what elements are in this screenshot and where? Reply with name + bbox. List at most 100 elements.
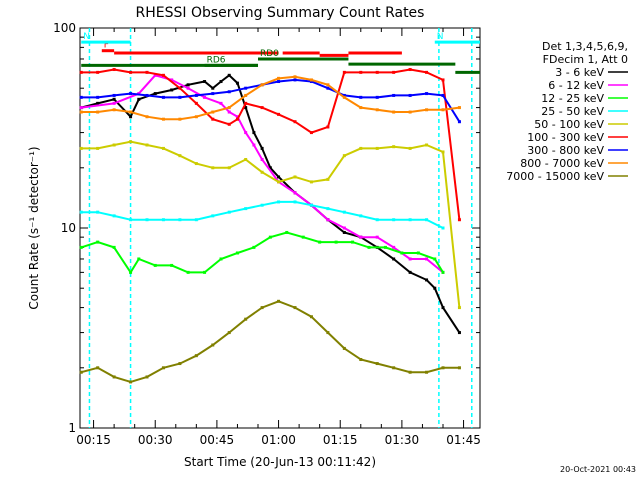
data-point	[342, 95, 346, 99]
data-point	[293, 75, 297, 79]
y-tick-label: 1	[68, 421, 76, 435]
data-point	[244, 158, 248, 162]
data-point	[129, 110, 133, 114]
data-point	[203, 95, 207, 99]
data-point	[219, 101, 223, 105]
data-point	[252, 245, 256, 249]
data-point	[112, 375, 116, 379]
data-point	[260, 146, 264, 150]
data-point	[457, 331, 461, 335]
data-point	[326, 125, 330, 129]
data-point	[293, 306, 297, 310]
data-point	[359, 106, 363, 110]
data-point	[79, 146, 83, 150]
data-point	[96, 210, 100, 214]
data-point	[260, 203, 264, 207]
data-point	[277, 299, 281, 303]
data-point	[285, 230, 289, 234]
data-point	[79, 210, 83, 214]
data-point	[112, 143, 116, 147]
data-point	[441, 108, 445, 112]
data-point	[441, 270, 445, 274]
data-point	[441, 306, 445, 310]
data-point	[96, 366, 100, 370]
data-point	[161, 73, 165, 77]
data-point	[211, 117, 215, 121]
data-point	[293, 200, 297, 204]
data-point	[145, 70, 149, 74]
series-line	[80, 73, 461, 334]
data-point	[392, 245, 396, 249]
data-point	[433, 257, 437, 261]
data-point	[96, 70, 100, 74]
legend-label: 50 - 100 keV	[534, 118, 604, 131]
data-point	[260, 83, 264, 87]
data-point	[153, 263, 157, 267]
footer-timestamp: 20-Oct-2021 00:43	[560, 465, 636, 474]
data-point	[129, 218, 133, 222]
x-tick-label: 01:30	[385, 433, 420, 447]
plot-frame	[79, 27, 481, 429]
data-point	[186, 270, 190, 274]
data-point	[112, 93, 116, 97]
data-point	[137, 97, 141, 101]
data-point	[392, 70, 396, 74]
data-point	[309, 131, 313, 135]
data-point	[170, 263, 174, 267]
data-point	[96, 240, 100, 244]
data-point	[235, 117, 239, 121]
data-point	[425, 92, 429, 96]
data-point	[129, 270, 133, 274]
data-point	[425, 143, 429, 147]
legend-label: 25 - 50 keV	[541, 105, 604, 118]
data-point	[359, 146, 363, 150]
series-line	[80, 300, 460, 383]
series-5	[79, 68, 461, 222]
data-point	[359, 358, 363, 362]
data-point	[457, 218, 461, 222]
data-point	[194, 93, 198, 97]
state-bar-label: RD0	[260, 49, 279, 59]
series-line	[81, 68, 461, 220]
x-tick-label: 00:45	[200, 433, 235, 447]
data-point	[244, 86, 248, 90]
data-point	[137, 257, 141, 261]
data-point	[309, 80, 313, 84]
data-point	[186, 86, 190, 90]
data-point	[219, 257, 223, 261]
series-2	[79, 230, 445, 275]
legend-header: FDecim 1, Att 0	[543, 53, 628, 66]
data-point	[186, 83, 190, 87]
data-point	[408, 370, 412, 374]
y-axis-label: Count Rate (s⁻¹ detector⁻¹)	[27, 146, 41, 309]
data-point	[375, 146, 379, 150]
series-1	[79, 73, 445, 274]
data-point	[153, 73, 157, 77]
data-point	[161, 218, 165, 222]
data-point	[425, 370, 429, 374]
data-point	[400, 251, 404, 255]
data-point	[211, 166, 215, 170]
data-point	[112, 245, 116, 249]
data-point	[129, 140, 133, 144]
data-point	[309, 180, 313, 184]
data-point	[326, 218, 330, 222]
data-point	[79, 95, 83, 99]
data-point	[178, 218, 182, 222]
chart-title: RHESSI Observing Summary Count Rates	[136, 5, 425, 21]
data-point	[359, 95, 363, 99]
series-8	[79, 299, 461, 384]
data-point	[318, 240, 322, 244]
data-point	[375, 362, 379, 366]
series-3	[79, 200, 445, 230]
x-tick-label: 01:45	[446, 433, 481, 447]
data-point	[277, 76, 281, 80]
data-point	[244, 131, 248, 135]
data-point	[178, 95, 182, 99]
data-point	[170, 78, 174, 82]
data-point	[342, 93, 346, 97]
data-point	[244, 93, 248, 97]
data-point	[79, 370, 83, 374]
legend: Det 1,3,4,5,6,9,FDecim 1, Att 03 - 6 keV…	[506, 40, 628, 183]
